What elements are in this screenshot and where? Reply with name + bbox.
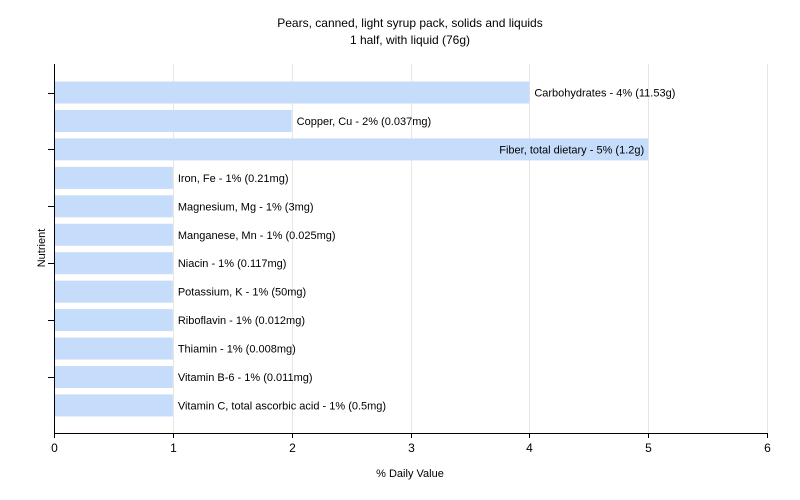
x-tick-label: 0: [51, 441, 58, 455]
bar: [55, 166, 173, 189]
bars: Carbohydrates - 4% (11.53g) Copper, Cu - …: [55, 81, 675, 417]
bar: [55, 109, 292, 132]
bar: [55, 280, 173, 303]
x-tick-label: 6: [764, 441, 771, 455]
bar-label: Copper, Cu - 2% (0.037mg): [297, 116, 432, 128]
bar: [55, 252, 173, 275]
axes: 0 1 2 3 4 5 6: [48, 64, 771, 455]
y-axis-title: Nutrient: [36, 229, 48, 268]
chart-subtitle: 1 half, with liquid (76g): [350, 33, 470, 47]
bar-label: Thiamin - 1% (0.008mg): [178, 344, 296, 356]
x-tick-label: 1: [170, 441, 177, 455]
x-tick-label: 2: [289, 441, 296, 455]
x-axis-title: % Daily Value: [376, 468, 444, 480]
x-tick-label: 5: [645, 441, 652, 455]
x-tick-label: 3: [408, 441, 415, 455]
bar: [55, 223, 173, 246]
bar-label: Magnesium, Mg - 1% (3mg): [178, 201, 314, 213]
bar-label: Vitamin B-6 - 1% (0.011mg): [178, 372, 313, 384]
bar-label: Riboflavin - 1% (0.012mg): [178, 315, 305, 327]
bar: [55, 309, 173, 332]
x-tick-label: 4: [526, 441, 533, 455]
bar-label: Iron, Fe - 1% (0.21mg): [178, 173, 289, 185]
bar: [55, 138, 649, 161]
bar: [55, 394, 173, 417]
bar-label: Carbohydrates - 4% (11.53g): [534, 88, 675, 100]
bar: [55, 366, 173, 388]
bar-label: Fiber, total dietary - 5% (1.2g): [499, 144, 644, 156]
bar: [55, 337, 173, 360]
grid-lines: [173, 64, 768, 433]
bar-label: Niacin - 1% (0.117mg): [178, 258, 287, 270]
bar: [55, 81, 530, 104]
bar-label: Vitamin C, total ascorbic acid - 1% (0.5…: [178, 400, 386, 412]
chart-title: Pears, canned, light syrup pack, solids …: [277, 16, 542, 30]
bar-label: Potassium, K - 1% (50mg): [178, 287, 306, 299]
bar: [55, 195, 173, 218]
bar-label: Manganese, Mn - 1% (0.025mg): [178, 230, 336, 242]
